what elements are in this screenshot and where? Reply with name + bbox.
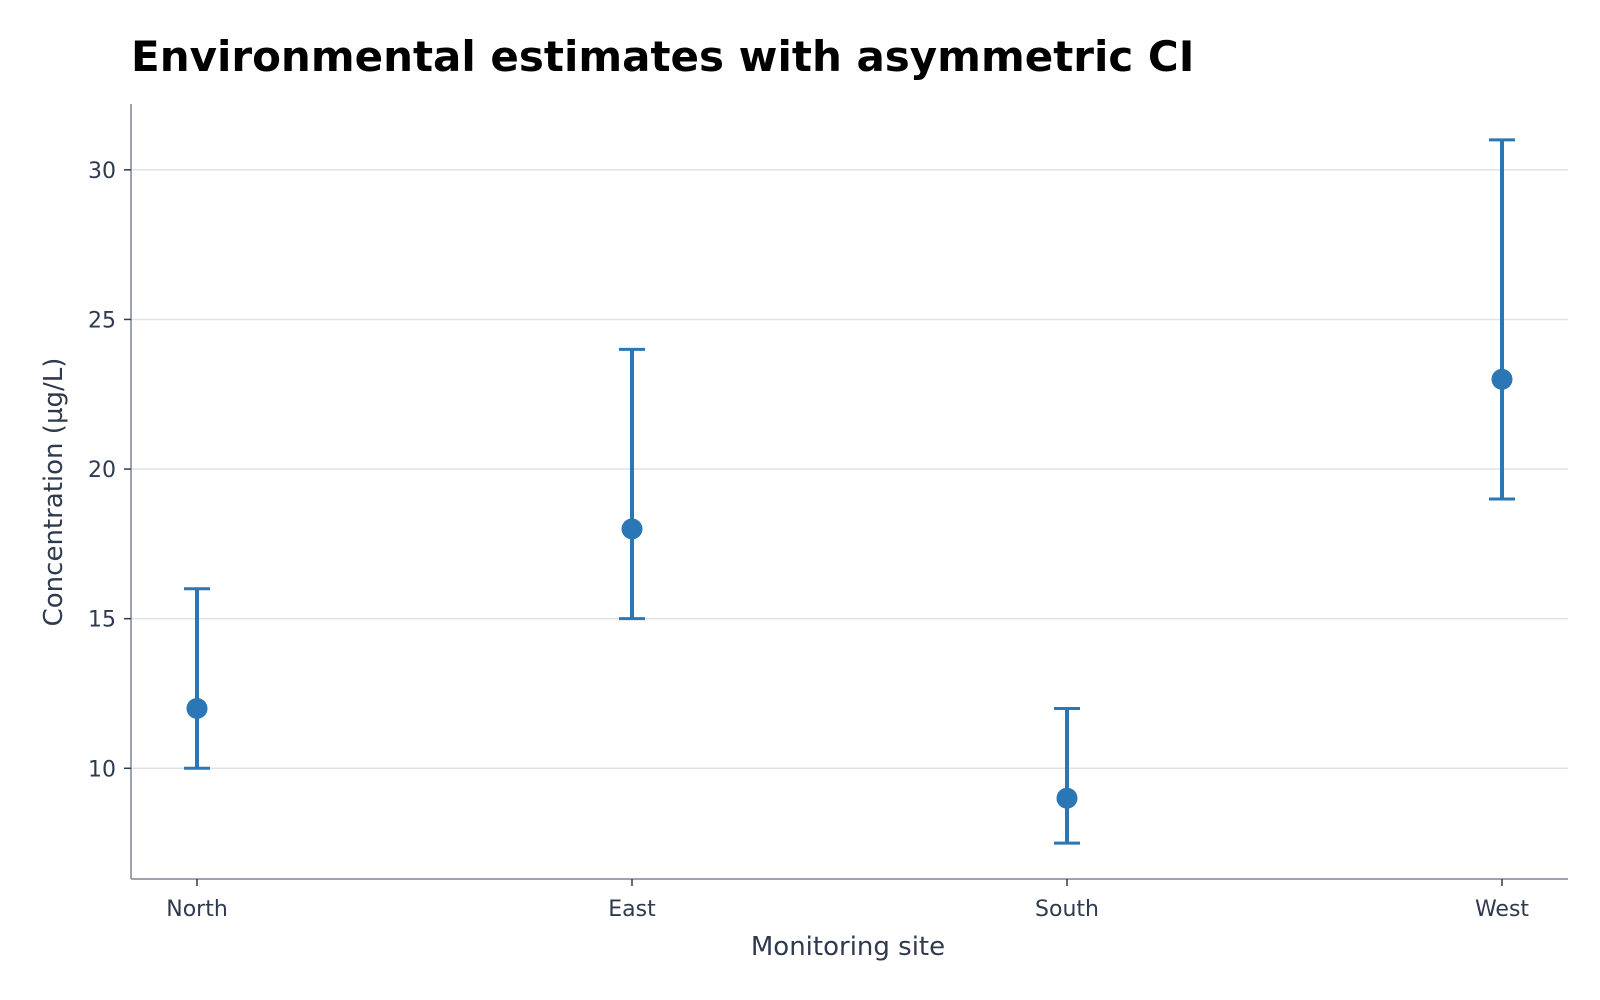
estimate-point <box>1056 787 1078 809</box>
y-tick-label: 20 <box>88 458 116 483</box>
chart-title: Environmental estimates with asymmetric … <box>131 32 1194 81</box>
gridlines <box>131 169 1568 770</box>
x-tick-label: East <box>608 897 656 922</box>
y-tick-label: 25 <box>88 308 116 333</box>
axes <box>130 104 1568 880</box>
x-tick-label: North <box>166 897 228 922</box>
estimate-point <box>186 697 208 719</box>
y-tick-label: 30 <box>88 159 116 184</box>
data-marks <box>184 138 1515 845</box>
y-tick-label: 10 <box>88 757 116 782</box>
x-axis-ticks: North East South West <box>166 879 1529 922</box>
x-tick-label: South <box>1035 897 1099 922</box>
y-axis-label: Concentration (µg/L) <box>39 358 69 627</box>
estimate-point <box>621 518 643 540</box>
y-axis-ticks: 10 15 20 25 30 <box>88 159 131 782</box>
x-axis-label: Monitoring site <box>751 932 945 962</box>
y-tick-label: 15 <box>88 608 116 633</box>
x-tick-label: West <box>1475 897 1529 922</box>
estimate-point <box>1491 368 1513 390</box>
